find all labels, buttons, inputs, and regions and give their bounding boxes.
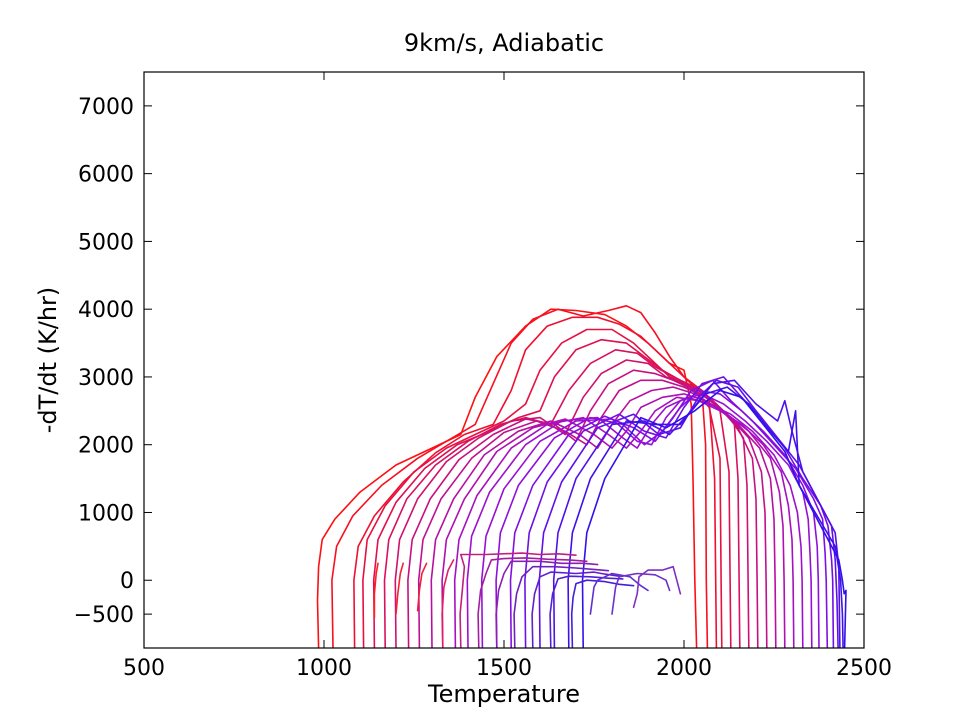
series-line-30	[531, 571, 621, 648]
series-line-26	[459, 552, 577, 648]
y-tick-label: 3000	[78, 366, 134, 391]
series-line-25	[441, 559, 455, 648]
x-tick-label: 1500	[476, 656, 532, 681]
series-line-13	[466, 396, 804, 648]
series-line-11	[441, 393, 786, 648]
series-line-28	[495, 560, 599, 648]
series-line-2	[331, 304, 709, 648]
x-tick-label: 2500	[836, 656, 892, 681]
series-line-19	[552, 379, 841, 648]
series-line-9	[417, 379, 768, 648]
x-tick-label: 2000	[656, 656, 712, 681]
x-axis-label: Temperature	[427, 680, 580, 708]
y-tick-label: 6000	[78, 163, 134, 188]
x-tick-label: 500	[123, 656, 165, 681]
y-tick-label: 4000	[78, 298, 134, 323]
y-tick-label: −500	[74, 603, 134, 628]
chart-title: 9km/s, Adiabatic	[404, 29, 604, 57]
series-line-35	[632, 565, 682, 609]
series-line-17	[524, 376, 835, 648]
series-line-29	[513, 565, 610, 648]
y-axis: −500 0 1000 2000 3000 4000 5000 6000 7000	[74, 95, 864, 628]
series-line-23	[395, 562, 405, 615]
series-line-12	[453, 396, 795, 648]
x-axis: 500 1000 1500 2000 2500	[123, 72, 892, 681]
series-line-14	[480, 393, 813, 648]
y-tick-label: 7000	[78, 95, 134, 120]
y-tick-label: 1000	[78, 501, 134, 526]
x-tick-label: 1000	[296, 656, 352, 681]
series-line-21	[581, 389, 847, 648]
series-line-27	[477, 557, 588, 648]
y-axis-label: -dT/dt (K/hr)	[34, 287, 62, 434]
series-line-24	[416, 562, 428, 612]
series-line-10	[430, 386, 777, 648]
y-tick-label: 0	[120, 569, 134, 594]
series-line-20	[567, 386, 844, 648]
series-line-7	[394, 359, 750, 648]
y-tick-label: 2000	[78, 434, 134, 459]
y-tick-label: 5000	[78, 230, 134, 255]
series-line-8	[407, 369, 759, 648]
series-line-16	[509, 379, 829, 648]
series-line-34	[611, 572, 671, 615]
series-line-22	[373, 562, 379, 619]
series-layer	[316, 304, 847, 648]
series-line-31	[549, 575, 624, 648]
